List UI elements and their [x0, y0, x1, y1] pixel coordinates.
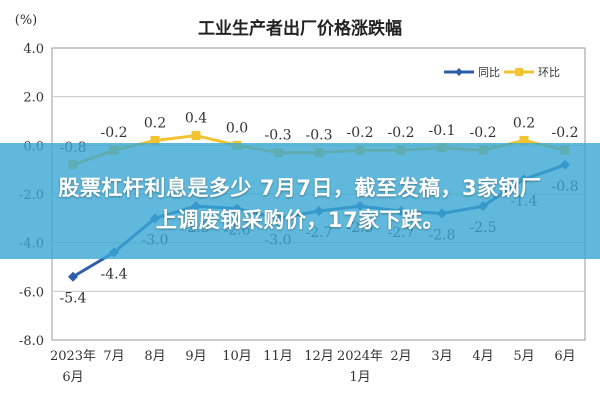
- chart-title: 工业生产者出厂价格涨跌幅: [198, 18, 402, 39]
- y-tick-label-1: 2.0: [23, 91, 44, 106]
- y-tick-label-0: 4.0: [23, 42, 44, 57]
- series-0-point-0: [68, 271, 78, 282]
- x-tick-label-5: 11月: [263, 349, 293, 364]
- series-1-point-11: [519, 135, 529, 145]
- series-1-data-label-8: -0.2: [388, 125, 415, 141]
- overlay-line-1: 股票杠杆利息是多少 7月7日，截至发稿，3家钢厂: [58, 176, 542, 200]
- x-tick-label-12: 6月: [554, 349, 575, 364]
- y-tick-label-5: -6.0: [19, 285, 44, 300]
- x-tick-label-10: 4月: [472, 349, 493, 364]
- series-1-point-2: [150, 135, 160, 145]
- x-tick-label-2: 8月: [144, 349, 165, 364]
- series-1-data-label-10: -0.2: [470, 125, 497, 141]
- legend-marker-1: [515, 68, 523, 76]
- x-tick-label-11: 5月: [513, 349, 534, 364]
- x-tick-label-0: 6月: [62, 370, 83, 385]
- x-tick-label-8: 2月: [390, 349, 411, 364]
- x-tick-label-9: 3月: [431, 349, 452, 364]
- legend-label-1: 环比: [538, 66, 560, 79]
- series-1-data-label-11: 0.2: [513, 115, 535, 131]
- series-1-data-label-12: -0.2: [552, 125, 579, 141]
- series-0-data-label-1: -4.4: [101, 266, 128, 282]
- series-1-data-label-7: -0.2: [347, 125, 374, 141]
- x-tick-label-3: 9月: [185, 349, 206, 364]
- x-tick-label-1: 7月: [103, 349, 124, 364]
- overlay-banner: [0, 143, 600, 259]
- y-tick-label-6: -8.0: [19, 334, 44, 349]
- legend-label-0: 同比: [478, 66, 500, 79]
- x-tick-label-4: 10月: [222, 349, 252, 364]
- series-1-point-3: [191, 131, 201, 141]
- series-1-data-label-4: 0.0: [226, 120, 248, 136]
- x-tick-label-6: 12月: [304, 349, 334, 364]
- y-axis-label: (%): [15, 13, 38, 28]
- legend-marker-0: [455, 68, 463, 76]
- series-1-data-label-6: -0.3: [306, 128, 333, 144]
- series-1-data-label-1: -0.2: [101, 125, 128, 141]
- overlay-line-2: 上调废钢采购价，17家下跌。: [155, 208, 445, 232]
- series-1-data-label-5: -0.3: [265, 128, 292, 144]
- x-tick-label-7: 1月: [349, 370, 370, 385]
- x-tick-label-0-year: 2023年: [50, 349, 96, 364]
- x-tick-label-7-year: 2024年: [337, 349, 383, 364]
- series-0-data-label-0: -5.4: [60, 291, 87, 307]
- series-1-data-label-3: 0.4: [185, 111, 207, 127]
- series-1-data-label-2: 0.2: [144, 115, 166, 131]
- series-1-data-label-9: -0.1: [429, 123, 456, 139]
